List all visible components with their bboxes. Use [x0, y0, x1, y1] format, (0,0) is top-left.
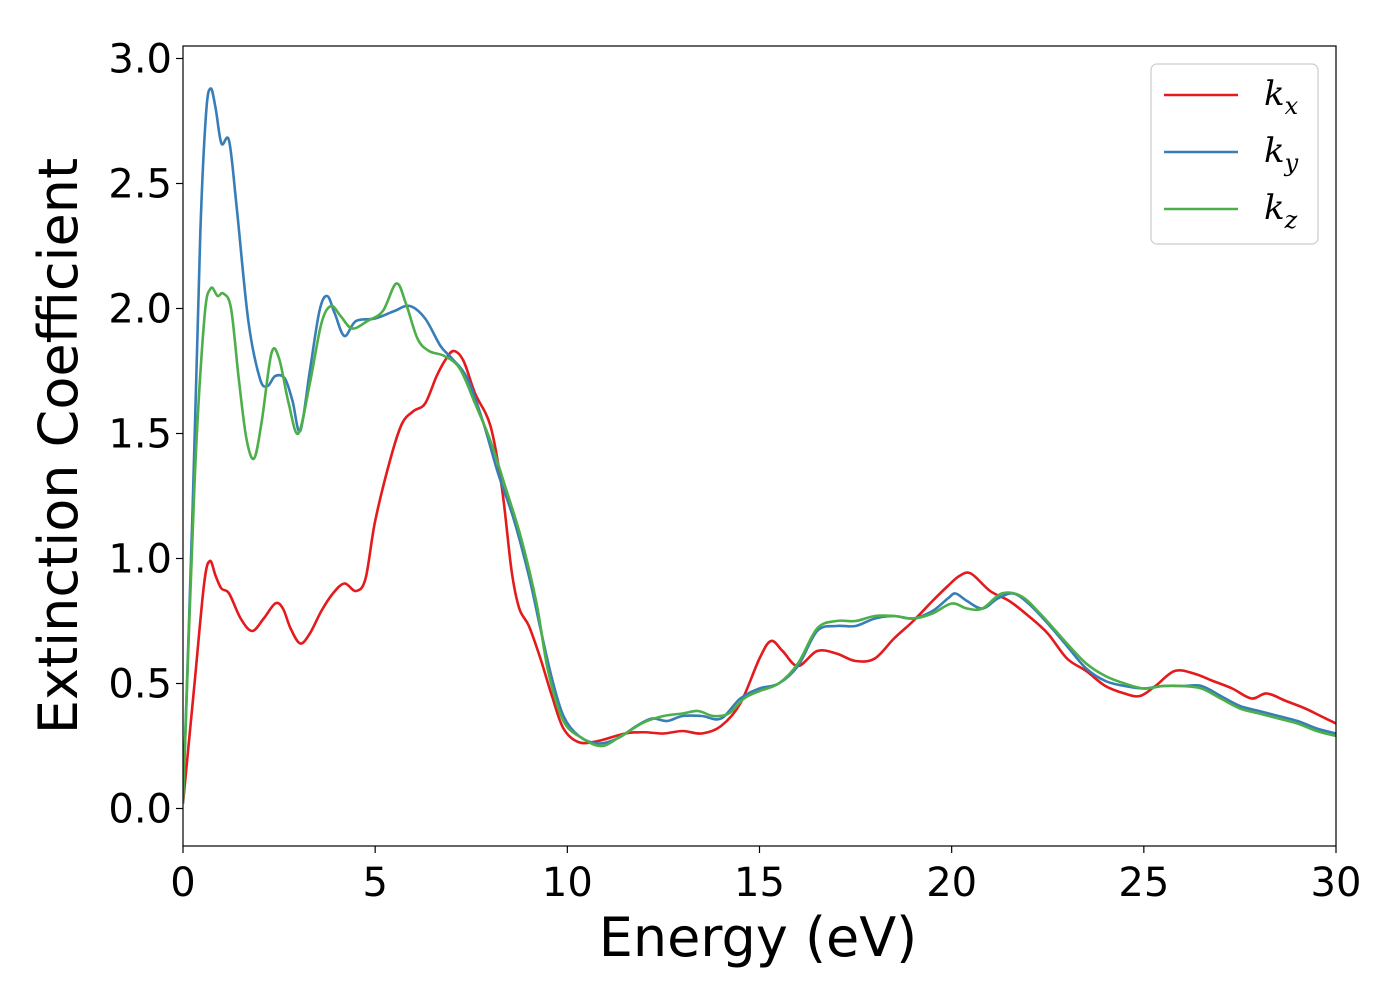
y-tick-label: 2.0	[108, 287, 172, 333]
series-line-x	[183, 349, 1336, 804]
y-tick-label: 3.0	[108, 37, 172, 83]
x-tick-label: 10	[542, 860, 593, 906]
y-axis-title: Extinction Coefficient	[27, 158, 90, 734]
x-tick-label: 5	[362, 860, 387, 906]
y-tick-label: 1.0	[108, 537, 172, 583]
x-tick-label: 30	[1311, 860, 1362, 906]
y-tick-label: 2.5	[108, 162, 172, 208]
y-tick-label: 1.5	[108, 412, 172, 458]
y-tick-label: 0.5	[108, 662, 172, 708]
x-tick-label: 0	[170, 860, 195, 906]
y-tick-label: 0.0	[108, 787, 172, 833]
axis-layer: 0 5 10 15 20 25 30 0.0 0.5 1.0 1.5 2.0 2.5 3.0	[108, 37, 1361, 907]
x-tick-label: 15	[734, 860, 785, 906]
legend-label-z: kz	[1264, 188, 1298, 234]
x-axis-title: Energy (eV)	[599, 906, 918, 969]
legend-label-x: kx	[1264, 74, 1299, 120]
series-line-z	[183, 282, 1336, 804]
series-layer	[183, 87, 1336, 804]
legend-box	[1150, 63, 1319, 245]
legend-label-y: ky	[1264, 131, 1299, 177]
x-tick-label: 20	[926, 860, 977, 906]
x-tick-label: 25	[1118, 860, 1169, 906]
legend: kx ky kz	[1150, 63, 1319, 245]
